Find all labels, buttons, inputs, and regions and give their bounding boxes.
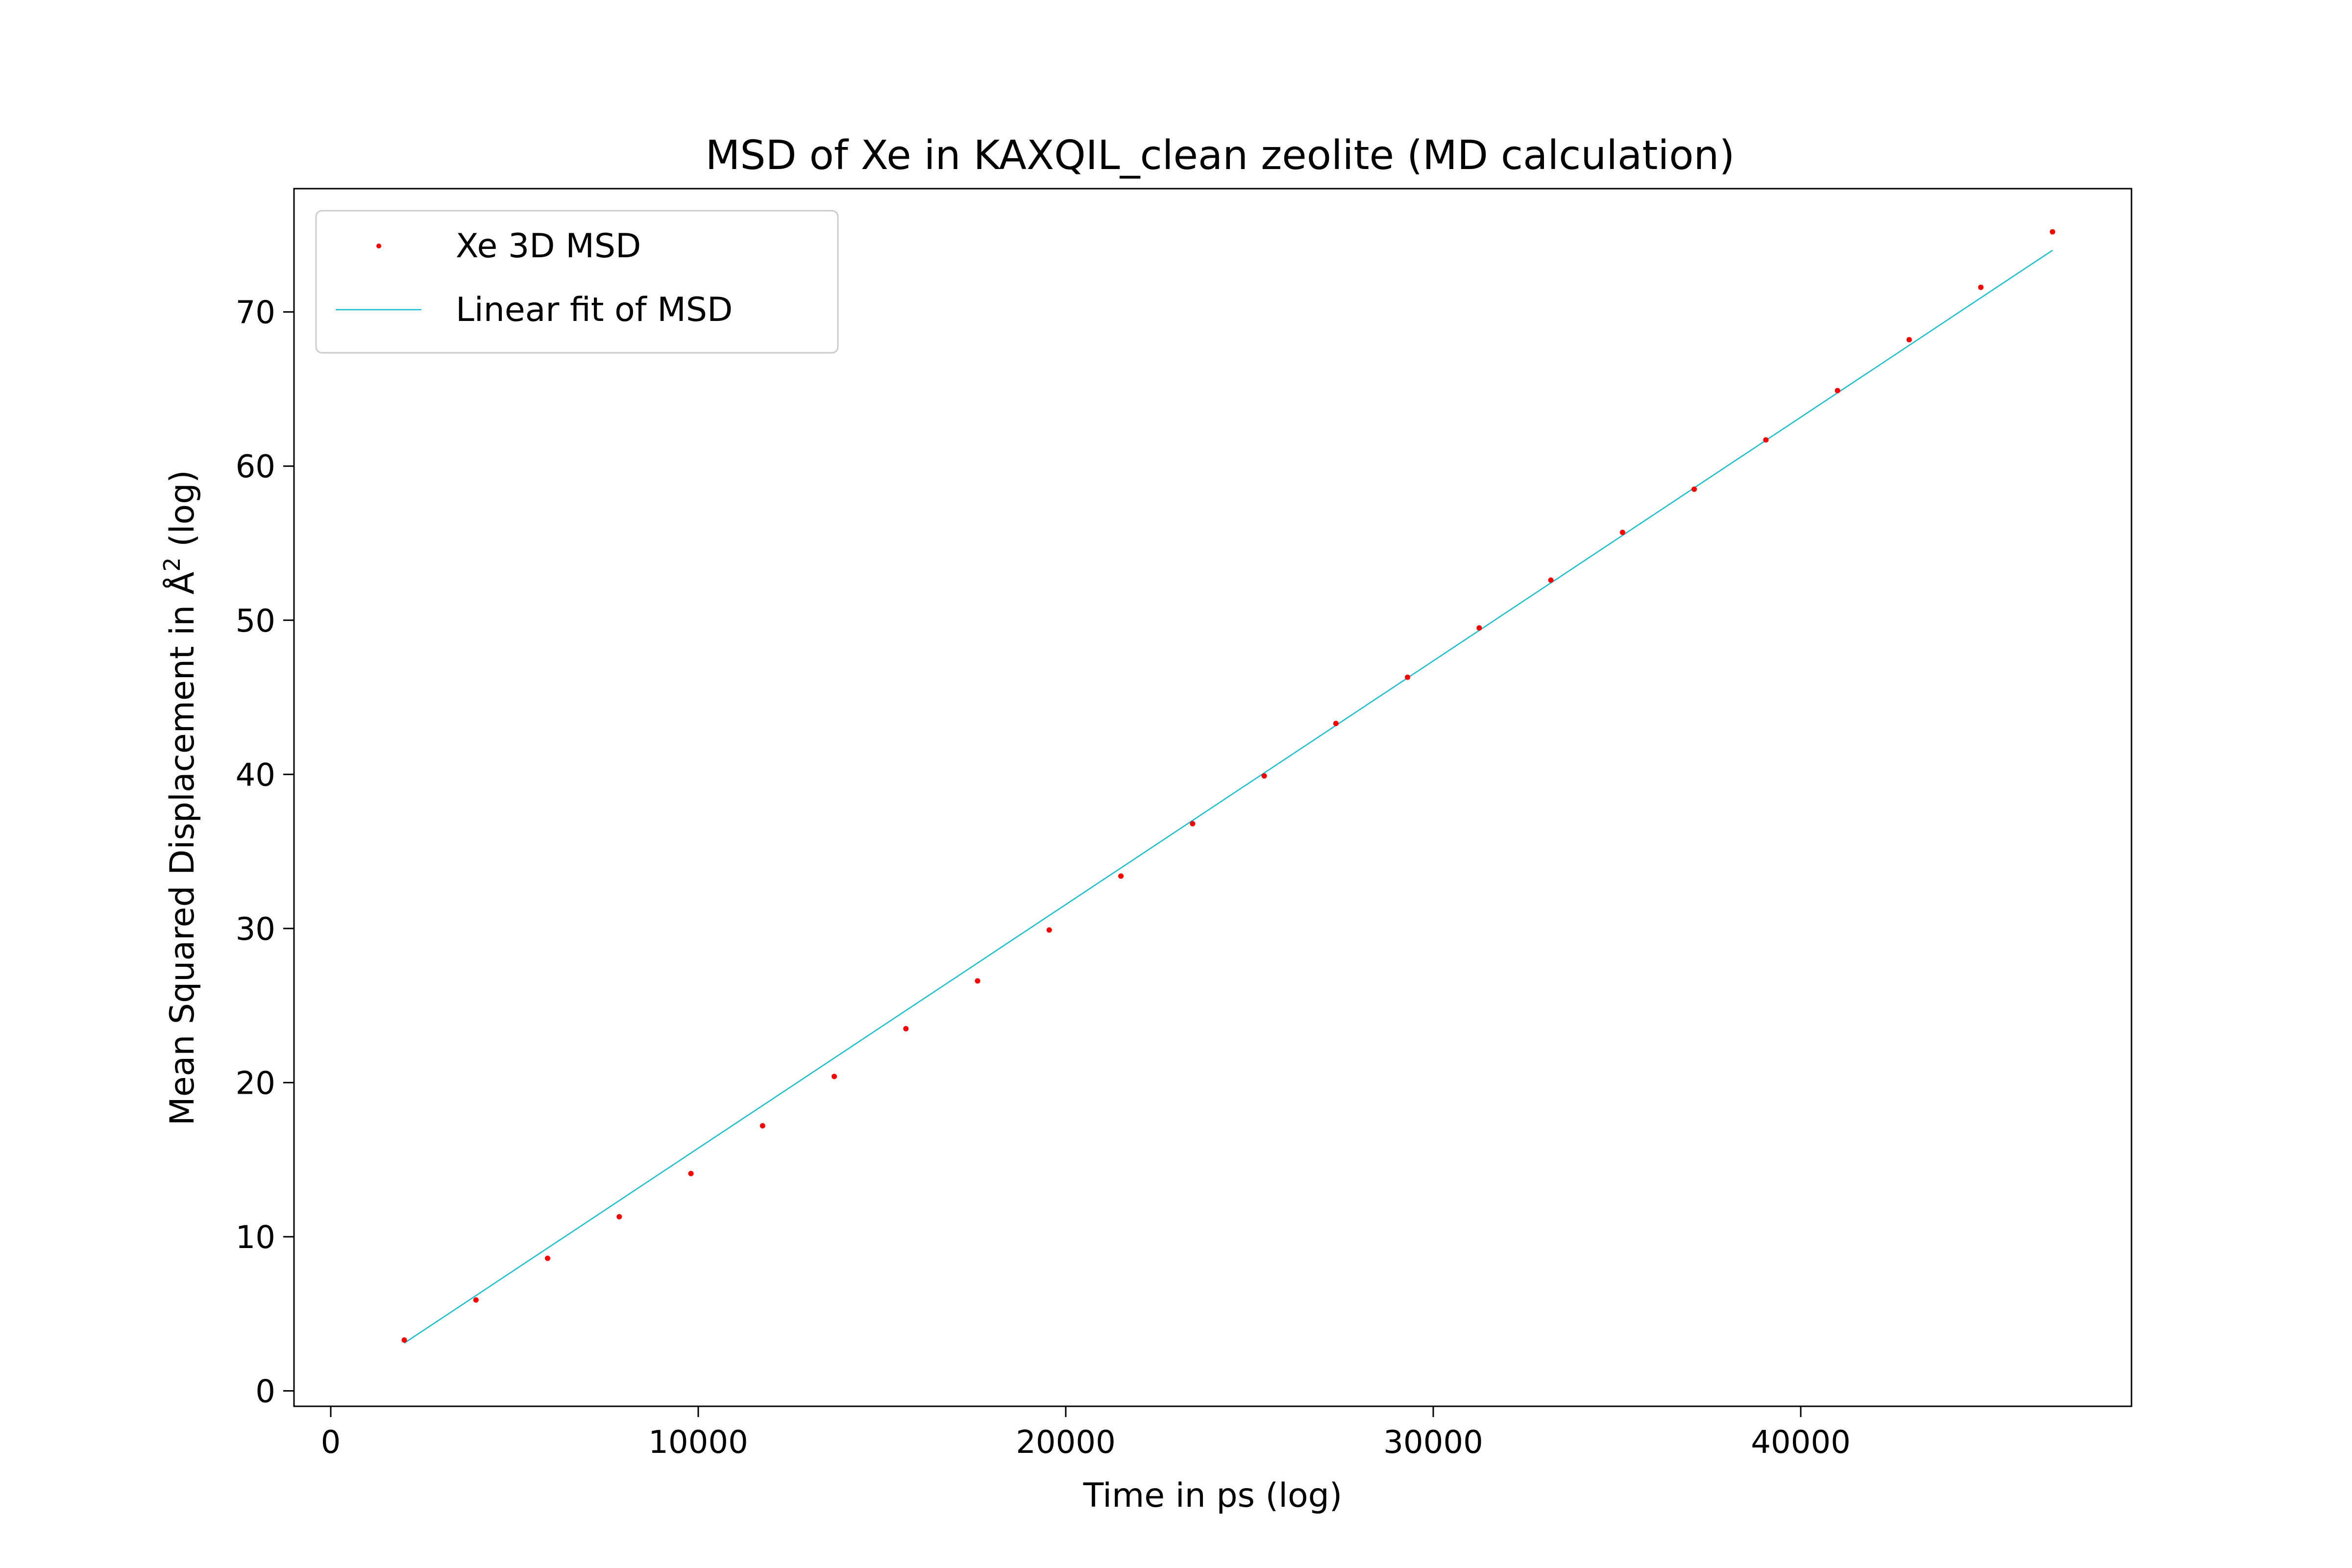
data-point xyxy=(832,1074,837,1079)
data-point xyxy=(1190,821,1196,827)
legend-box xyxy=(315,210,839,354)
legend-label-line: Linear fit of MSD xyxy=(456,291,733,329)
x-tick-label: 10000 xyxy=(648,1424,748,1461)
plot-area xyxy=(401,229,2056,1344)
y-axis-ticks: 0 10 20 30 40 50 60 70 xyxy=(236,295,294,1410)
data-point xyxy=(1835,388,1840,393)
y-axis-label: Mean Squared Displacement in Å2 (log) xyxy=(159,470,202,1126)
data-point xyxy=(903,1026,909,1031)
data-point xyxy=(1691,486,1697,492)
axes-frame xyxy=(293,188,2132,1407)
y-tick-label: 20 xyxy=(236,1065,275,1102)
data-point xyxy=(688,1171,694,1176)
x-axis-ticks: 0 10000 20000 30000 40000 xyxy=(321,1406,1851,1461)
y-tick-label: 0 xyxy=(255,1374,275,1410)
chart-title: MSD of Xe in KAXQIL_clean zeolite (MD ca… xyxy=(706,132,1735,179)
y-axis-label-text: Mean Squared Displacement in Å xyxy=(162,572,202,1126)
data-point xyxy=(975,978,980,984)
data-point xyxy=(2050,229,2056,235)
x-axis-label: Time in ps (log) xyxy=(1083,1476,1343,1515)
data-point xyxy=(1619,529,1625,535)
data-point xyxy=(1763,437,1769,443)
x-tick-label: 40000 xyxy=(1751,1424,1851,1461)
data-point xyxy=(760,1123,765,1129)
legend-marker-points xyxy=(376,244,381,248)
data-point xyxy=(1476,625,1482,631)
data-point xyxy=(1548,577,1554,583)
legend-label-points: Xe 3D MSD xyxy=(456,227,641,266)
legend: Xe 3D MSD Linear fit of MSD xyxy=(315,210,839,354)
data-point xyxy=(1333,721,1339,727)
y-axis-label-superscript: 2 xyxy=(159,557,185,571)
data-point xyxy=(545,1255,550,1261)
y-tick-label: 70 xyxy=(236,295,275,331)
data-point xyxy=(1261,773,1267,779)
fit-line xyxy=(404,249,2053,1344)
data-point xyxy=(616,1214,622,1220)
y-tick-label: 50 xyxy=(236,603,275,639)
x-tick-label: 30000 xyxy=(1383,1424,1483,1461)
y-tick-label: 10 xyxy=(236,1220,275,1256)
y-tick-label: 30 xyxy=(236,911,275,948)
data-point xyxy=(1978,284,1984,290)
y-axis-label-suffix: (log) xyxy=(163,470,202,557)
data-point xyxy=(1046,927,1052,933)
data-point xyxy=(1405,674,1410,680)
data-point xyxy=(401,1337,407,1343)
data-point xyxy=(473,1297,479,1303)
data-point xyxy=(1118,873,1124,879)
y-tick-label: 40 xyxy=(236,757,275,793)
y-tick-label: 60 xyxy=(236,449,275,485)
x-tick-label: 20000 xyxy=(1016,1424,1116,1461)
data-point xyxy=(1906,337,1912,343)
x-tick-label: 0 xyxy=(321,1424,341,1461)
